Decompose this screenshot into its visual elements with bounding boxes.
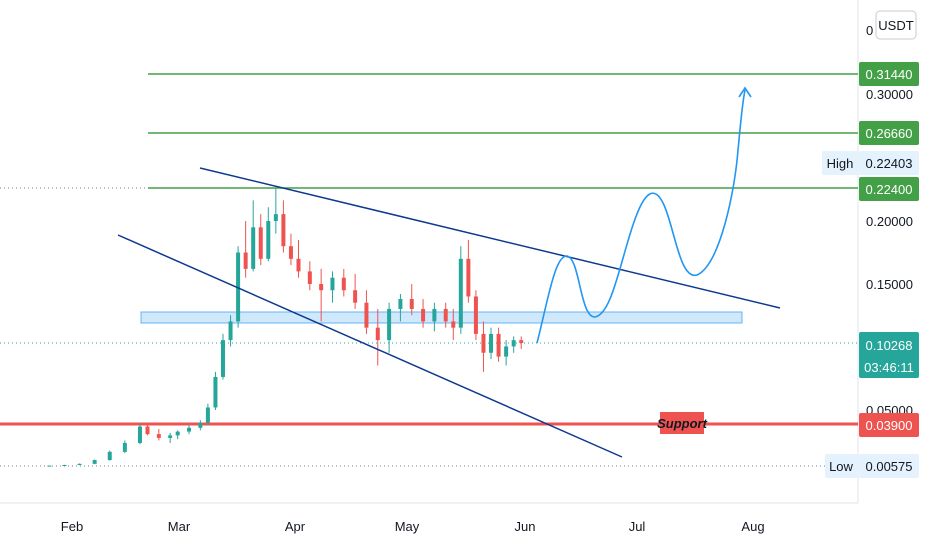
candle-body[interactable] <box>481 333 486 353</box>
candle-body[interactable] <box>228 321 233 341</box>
candle-body[interactable] <box>145 426 150 435</box>
candle-body[interactable] <box>175 431 180 436</box>
currency-box[interactable] <box>875 10 917 40</box>
x-tick-label: Aug <box>741 519 764 534</box>
high-value-text: 0.22403 <box>866 156 913 171</box>
candle-body[interactable] <box>205 407 210 423</box>
candle-body[interactable] <box>221 340 225 377</box>
y-tick-label: 0.20000 <box>866 214 913 229</box>
level-tag-022400-text: 0.22400 <box>866 182 913 197</box>
y-tick-label: 0.15000 <box>866 277 913 292</box>
low-label-box <box>825 454 858 478</box>
candle-body[interactable] <box>296 258 301 272</box>
candle-body[interactable] <box>496 333 501 357</box>
candle-body[interactable] <box>319 284 324 291</box>
candle-body[interactable] <box>47 465 52 467</box>
x-tick-label: Jul <box>629 519 646 534</box>
candle-body[interactable] <box>258 227 263 259</box>
x-tick-label: Mar <box>168 519 191 534</box>
level-tag-031440 <box>859 62 919 86</box>
low-value-text: 0.00575 <box>866 459 913 474</box>
candle-body[interactable] <box>243 252 248 269</box>
candles-group <box>47 188 524 467</box>
last-price-tag <box>859 332 919 378</box>
support-price-tag <box>859 413 919 437</box>
candle-body[interactable] <box>307 271 312 284</box>
candle-body[interactable] <box>458 258 463 328</box>
y-tick-label: 0.30000 <box>866 87 913 102</box>
x-tick-label: Jun <box>515 519 536 534</box>
lower-trendline[interactable] <box>117 234 623 458</box>
projection-arrow-head <box>738 86 752 98</box>
candle-body[interactable] <box>236 252 241 322</box>
support-zone-rect[interactable] <box>140 311 743 324</box>
candle-body[interactable] <box>288 246 293 259</box>
candle-body[interactable] <box>92 460 97 464</box>
candle-body[interactable] <box>156 434 161 438</box>
candle-body[interactable] <box>198 422 203 428</box>
candle-body[interactable] <box>137 426 142 443</box>
last-price-value: 0.10268 <box>866 338 913 353</box>
level-tag-022400 <box>859 177 919 201</box>
x-tick-label: Feb <box>61 519 83 534</box>
candle-body[interactable] <box>432 308 437 322</box>
candle-body[interactable] <box>519 340 524 343</box>
currency-label: USDT <box>878 18 913 33</box>
candle-body[interactable] <box>187 427 192 432</box>
candle-body[interactable] <box>353 290 358 303</box>
price-projection-path[interactable] <box>536 89 746 344</box>
level-tag-026660 <box>859 121 919 145</box>
candle-body[interactable] <box>273 214 278 221</box>
high-label-box <box>822 151 858 175</box>
candle-body[interactable] <box>443 308 448 322</box>
candle-body[interactable] <box>341 277 346 291</box>
candle-body[interactable] <box>409 298 414 309</box>
candle-body[interactable] <box>375 327 380 341</box>
candle-body[interactable] <box>398 298 403 309</box>
low-label-text: Low <box>829 459 853 474</box>
x-tick-label: May <box>395 519 420 534</box>
candle-body[interactable] <box>266 221 271 259</box>
candle-body[interactable] <box>489 333 494 353</box>
low-value-box <box>859 454 919 478</box>
candle-body[interactable] <box>330 277 335 291</box>
support-price-tag-text: 0.03900 <box>866 418 913 433</box>
level-tag-026660-text: 0.26660 <box>866 126 913 141</box>
last-price-countdown: 03:46:11 <box>864 360 914 375</box>
candle-body[interactable] <box>387 308 392 341</box>
candle-body[interactable] <box>122 442 127 452</box>
high-label-text: High <box>827 156 854 171</box>
candle-body[interactable] <box>281 214 286 247</box>
support-label-box <box>660 412 704 434</box>
y-tick-label: 0 <box>866 23 873 38</box>
high-value-box <box>859 151 919 175</box>
candle-body[interactable] <box>451 321 456 328</box>
level-tag-031440-text: 0.31440 <box>866 67 913 82</box>
candle-body[interactable] <box>364 302 369 328</box>
candle-body[interactable] <box>62 464 67 466</box>
candle-body[interactable] <box>251 227 256 269</box>
candle-body[interactable] <box>473 296 478 334</box>
candle-body[interactable] <box>77 463 82 465</box>
candle-body[interactable] <box>168 435 173 438</box>
candle-body[interactable] <box>466 258 471 297</box>
x-tick-label: Apr <box>285 519 306 534</box>
candle-body[interactable] <box>213 376 218 408</box>
candle-body[interactable] <box>504 346 509 357</box>
candle-body[interactable] <box>107 451 112 461</box>
upper-trendline[interactable] <box>199 167 781 309</box>
support-label-text: Support <box>657 416 707 431</box>
candle-body[interactable] <box>511 340 516 347</box>
candle-body[interactable] <box>421 308 426 322</box>
